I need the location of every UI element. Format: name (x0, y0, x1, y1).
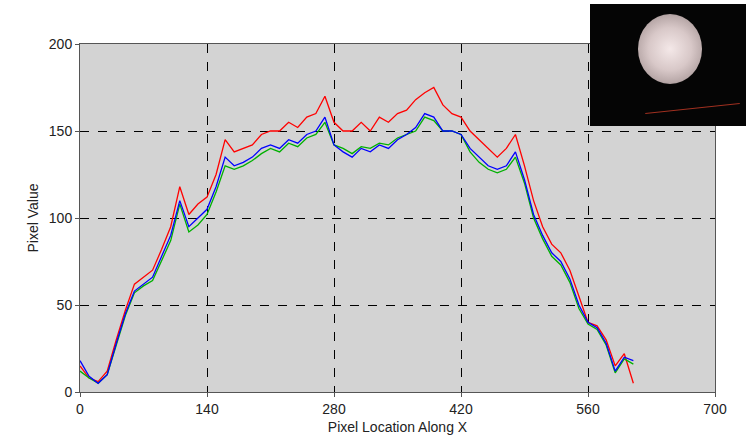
svg-text:0: 0 (76, 401, 84, 417)
svg-text:Pixel Location Along X: Pixel Location Along X (328, 419, 468, 435)
svg-text:100: 100 (49, 210, 73, 226)
svg-text:280: 280 (322, 401, 346, 417)
svg-text:200: 200 (49, 36, 73, 52)
svg-text:560: 560 (576, 401, 600, 417)
svg-text:420: 420 (449, 401, 473, 417)
svg-text:150: 150 (49, 123, 73, 139)
svg-text:700: 700 (703, 401, 727, 417)
svg-text:50: 50 (57, 297, 73, 313)
svg-text:140: 140 (195, 401, 219, 417)
svg-text:0: 0 (64, 384, 72, 400)
svg-text:Pixel Value: Pixel Value (25, 183, 41, 252)
